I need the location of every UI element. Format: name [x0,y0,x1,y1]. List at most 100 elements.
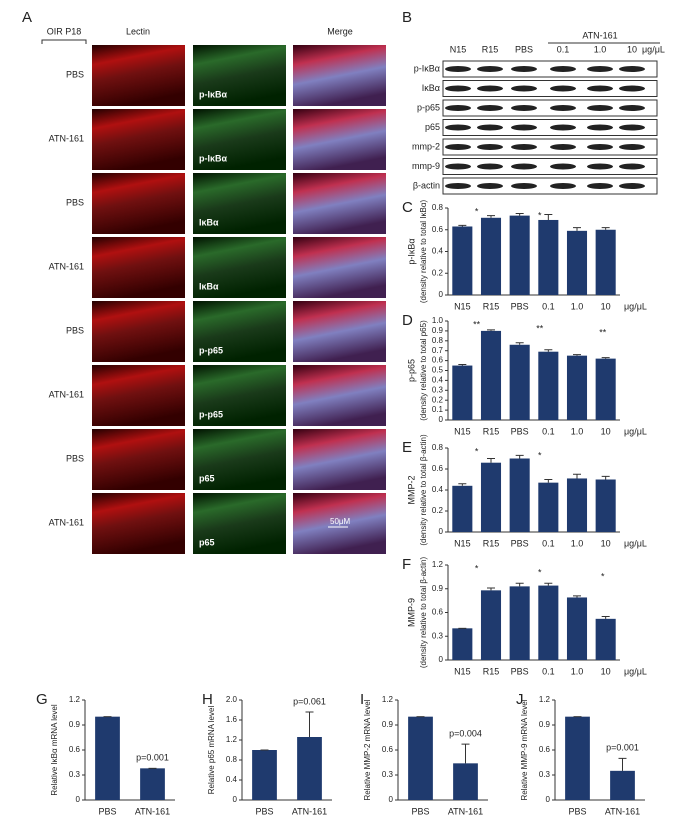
micrograph [293,109,386,170]
micrograph [92,173,185,234]
y-tick-label: 2.0 [226,695,238,704]
treatment-label: ATN-161 [582,30,617,40]
x-tick-label: 0.1 [542,426,555,436]
blot-band [587,124,613,131]
bar [252,750,277,800]
blot-label: mmp-2 [412,141,440,151]
error-bar [515,454,524,459]
stain-label: p65 [199,537,215,547]
column-header: Merge [327,26,353,36]
error-bar [573,595,581,598]
bar [453,763,478,800]
bar [509,344,530,420]
error-bar [601,357,610,359]
micrograph [293,173,386,234]
x-tick-label: 1.0 [571,666,584,676]
bracket [41,39,87,44]
bar [408,716,433,800]
blot-band [587,163,613,170]
micrograph [193,301,286,362]
micrograph [293,365,386,426]
stain-label: p65 [199,473,215,483]
x-tick-label: ATN-161 [292,806,327,816]
annotation: p=0.004 [449,729,482,739]
annotation: * [475,563,479,573]
y-tick-label: 0.4 [226,775,238,784]
blot-band [511,105,537,111]
bar [538,351,559,420]
annotation: p=0.001 [606,743,639,753]
blot-band [477,66,503,72]
error-bar [601,227,610,230]
x-tick-label: ATN-161 [448,806,483,816]
y-tick-label: 0.4 [432,485,444,494]
error-bar [544,214,553,220]
y-tick-label: 0.7 [432,346,444,355]
stain-label: p-p65 [199,409,223,419]
micrograph [293,301,386,362]
micrograph [92,429,185,490]
error-bar [573,227,581,231]
x-tick-label: N15 [454,538,471,548]
error-bar [544,582,553,586]
x-tick-label: PBS [98,806,116,816]
blot-band [477,183,503,189]
y-tick-label: 0.9 [539,720,551,729]
y-tick-label: 0.3 [432,385,444,394]
lane-label: R15 [482,44,499,54]
panel-label: G [36,691,48,708]
y-axis-label: MMP-2 [406,476,416,505]
blot-label: p-p65 [417,102,440,112]
lane-label: 0.1 [557,44,570,54]
blot-band [550,66,576,72]
y-tick-label: 0 [233,795,238,804]
bar [452,485,473,532]
y-tick-label: 0.3 [432,631,444,640]
error-bar [618,757,627,771]
y-tick-label: 0.6 [539,745,551,754]
scale-bar-label: 50μM [330,517,351,526]
x-tick-label: N15 [454,666,471,676]
annotation: * [538,450,542,460]
row-label: PBS [66,197,84,207]
y-axis-label: (density relative to total β-actin) [419,557,428,669]
y-axis-label: p-p65 [406,359,416,382]
y-tick-label: 0.9 [69,720,81,729]
micrograph [293,493,386,554]
bar [480,330,502,420]
x-tick-label: N15 [454,426,471,436]
blot-label: p-IκBα [414,63,440,73]
x-tick-label: PBS [255,806,273,816]
annotation: ** [473,319,481,329]
annotation: p=0.001 [136,753,169,763]
x-tick-label: PBS [411,806,429,816]
bar [538,585,559,660]
blot-band [477,163,503,170]
y-tick-label: 1.6 [226,715,238,724]
error-bar [573,354,581,356]
micrograph [293,237,386,298]
micrograph [293,429,386,490]
micrograph [293,45,386,106]
blot-band [619,105,645,111]
error-bar [458,224,467,227]
x-tick-label: 1.0 [571,538,584,548]
annotation: * [601,571,605,581]
y-axis-label: MMP-9 [406,598,416,627]
panel-label: A [22,9,32,26]
blot-label: mmp-9 [412,161,440,171]
panel-label: J [516,691,524,708]
row-label: ATN-161 [49,133,84,143]
y-tick-label: 0.2 [432,268,444,277]
error-bar [601,475,610,480]
unit-label: μg/μL [624,301,647,311]
y-tick-label: 0.6 [432,356,444,365]
blot-band [445,163,471,170]
x-tick-label: PBS [568,806,586,816]
bar [595,479,616,532]
blot-band [477,124,503,131]
blot-band [477,105,503,111]
y-tick-label: 1.2 [382,695,394,704]
micrograph [92,365,185,426]
